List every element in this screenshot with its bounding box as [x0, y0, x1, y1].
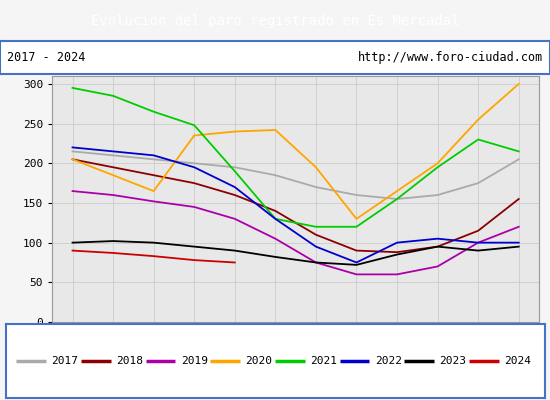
Text: 2022: 2022 [375, 356, 402, 366]
Text: 2021: 2021 [310, 356, 337, 366]
Text: 2017: 2017 [51, 356, 78, 366]
Text: 2018: 2018 [116, 356, 143, 366]
Text: 2020: 2020 [245, 356, 272, 366]
Text: 2019: 2019 [180, 356, 208, 366]
Text: 2023: 2023 [439, 356, 466, 366]
Text: 2017 - 2024: 2017 - 2024 [7, 51, 85, 64]
Text: http://www.foro-ciudad.com: http://www.foro-ciudad.com [358, 51, 543, 64]
Text: 2024: 2024 [504, 356, 531, 366]
Text: Evolucion del paro registrado en Es Mercadal: Evolucion del paro registrado en Es Merc… [91, 14, 459, 28]
